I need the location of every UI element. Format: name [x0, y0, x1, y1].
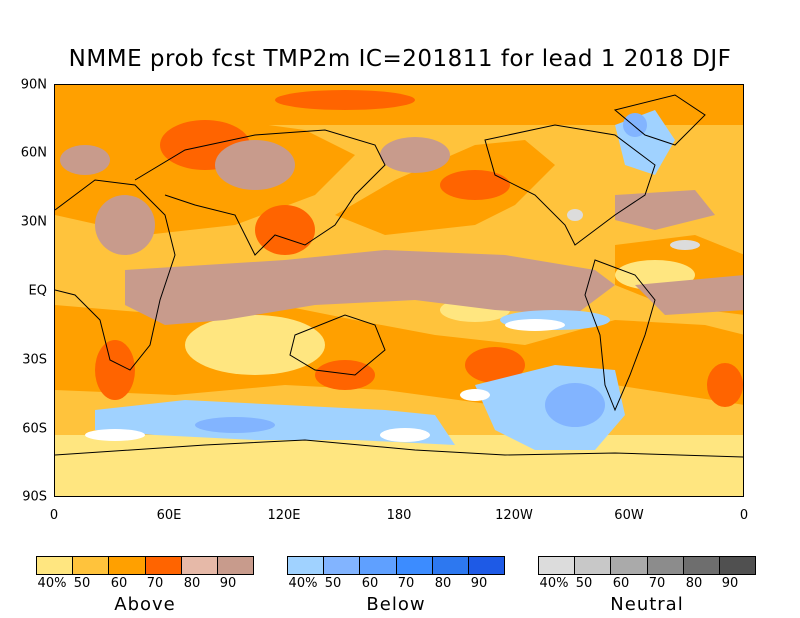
lat-label-eq: EQ [28, 283, 47, 299]
legend-tick: 70 [648, 576, 666, 591]
map-canvas [55, 85, 743, 496]
legend-tick: 60 [361, 576, 379, 591]
above-80-regions [60, 137, 743, 325]
legend-neutral-swatch [539, 557, 576, 574]
legend-neutral: 40% 50 60 70 80 90 Neutral [538, 556, 756, 615]
legend-neutral-swatch [719, 557, 756, 574]
legend-tick: 60 [110, 576, 128, 591]
legend-above-swatch [73, 557, 110, 574]
legend-above-name: Above [114, 594, 176, 615]
lon-label-60w: 60W [614, 508, 644, 523]
legend-below-swatch [360, 557, 397, 574]
legend-neutral-swatch [611, 557, 648, 574]
legend-tick: 40% [37, 576, 67, 591]
legend-below-swatch [288, 557, 325, 574]
legend-tick: 80 [183, 576, 201, 591]
lon-label-0-end: 0 [739, 508, 749, 523]
legend-above-swatch [217, 557, 254, 574]
legend-tick: 80 [434, 576, 452, 591]
legend-above-swatch [109, 557, 146, 574]
lon-label-180: 180 [386, 508, 412, 523]
legend-tick: 50 [575, 576, 593, 591]
lon-label-0: 0 [49, 508, 59, 523]
legend-neutral-swatch [647, 557, 684, 574]
legend-above: 40% 50 60 70 80 90 Above [36, 556, 254, 615]
coastlines [55, 94, 743, 458]
neutral-low-regions [85, 319, 565, 442]
legend-above-swatch [145, 557, 182, 574]
legend-below-swatch [432, 557, 469, 574]
legend-below-swatch [468, 557, 505, 574]
probability-map [54, 84, 744, 497]
legend-tick: 70 [397, 576, 415, 591]
lon-label-120e: 120E [267, 508, 301, 523]
legend-neutral-swatch [575, 557, 612, 574]
lat-label-90s: 90S [22, 489, 47, 505]
neutral-40-regions [567, 209, 700, 250]
legend-below-colorbar [287, 556, 505, 575]
legend-tick: 60 [612, 576, 630, 591]
legend-above-swatch [37, 557, 74, 574]
legend-tick: 90 [219, 576, 237, 591]
legend-tick: 70 [146, 576, 164, 591]
lat-label-60s: 60S [22, 421, 47, 437]
below-50-regions [195, 113, 647, 433]
legend-below: 40% 50 60 70 80 90 Below [287, 556, 505, 615]
lat-label-30n: 30N [20, 214, 47, 230]
legend-neutral-swatch [683, 557, 720, 574]
map-title: NMME prob fcst TMP2m IC=201811 for lead … [68, 46, 732, 72]
lon-label-60e: 60E [156, 508, 182, 523]
legend-neutral-name: Neutral [610, 594, 684, 615]
legend-below-name: Below [366, 594, 426, 615]
above-70-regions [95, 90, 743, 407]
lat-label-90n: 90N [20, 77, 47, 93]
legend-below-swatch [396, 557, 433, 574]
legend-tick: 40% [539, 576, 569, 591]
legend-tick: 50 [324, 576, 342, 591]
legend-below-swatch [324, 557, 361, 574]
legend-tick: 50 [73, 576, 91, 591]
legend-tick: 80 [685, 576, 703, 591]
legend-above-swatch [181, 557, 218, 574]
lat-label-60n: 60N [20, 145, 47, 161]
legend-above-colorbar [36, 556, 254, 575]
legend-tick: 90 [470, 576, 488, 591]
lat-label-30s: 30S [22, 352, 47, 368]
legend-tick: 40% [288, 576, 318, 591]
legend-tick: 90 [721, 576, 739, 591]
lon-label-120w: 120W [495, 508, 533, 523]
above-40-regions [55, 260, 743, 496]
legend-neutral-colorbar [538, 556, 756, 575]
